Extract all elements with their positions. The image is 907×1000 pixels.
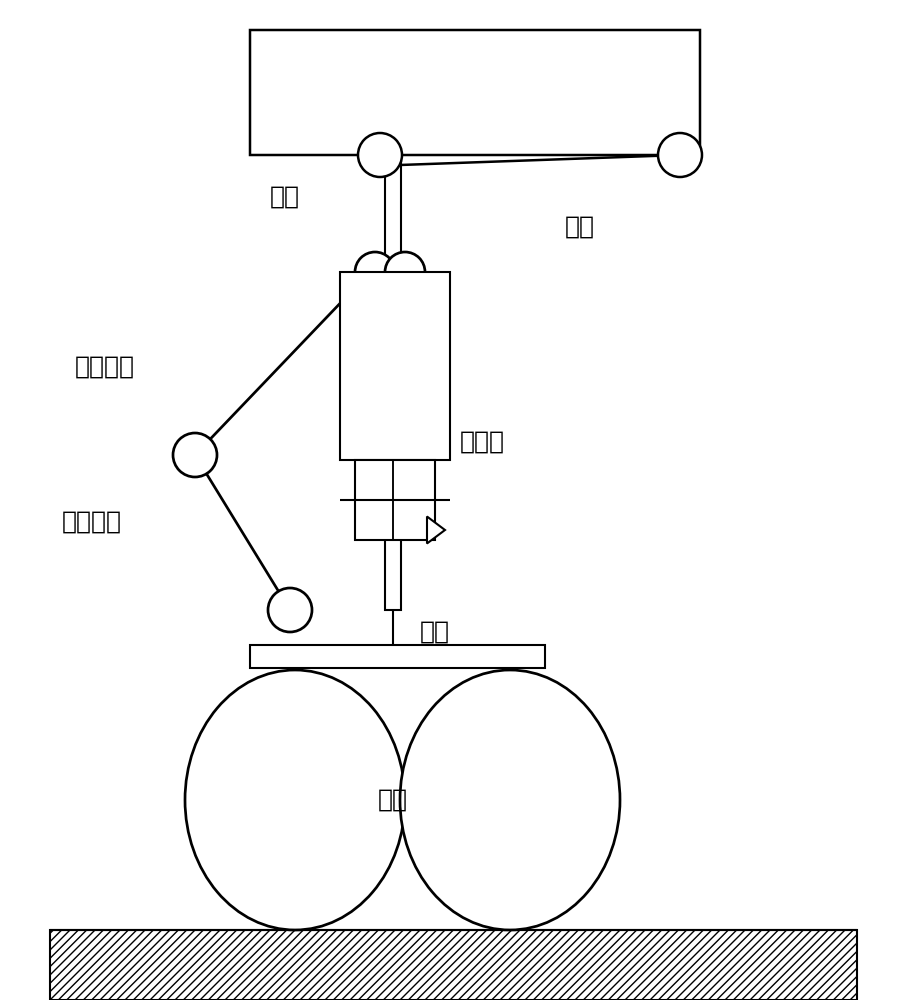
Circle shape [268,588,312,632]
Circle shape [358,133,402,177]
Bar [385,272,401,610]
Text: 内筒: 内筒 [420,620,450,644]
Bar [250,30,700,155]
Bar [50,930,857,1000]
Bar [250,645,545,668]
Text: 撑杆: 撑杆 [565,215,595,239]
Ellipse shape [400,670,620,930]
Text: 轮胎: 轮胎 [378,788,408,812]
Text: 下反扭臂: 下反扭臂 [62,510,122,534]
Circle shape [385,252,425,292]
Text: 外筒: 外筒 [270,185,300,209]
Polygon shape [427,516,445,544]
Bar [355,460,435,540]
Circle shape [355,252,395,292]
Bar [340,272,450,460]
Circle shape [173,433,217,477]
Ellipse shape [185,670,405,930]
Text: 液压缸: 液压缸 [460,430,505,454]
Circle shape [658,133,702,177]
Bar [385,155,401,272]
Text: 上反扭臂: 上反扭臂 [75,355,135,379]
